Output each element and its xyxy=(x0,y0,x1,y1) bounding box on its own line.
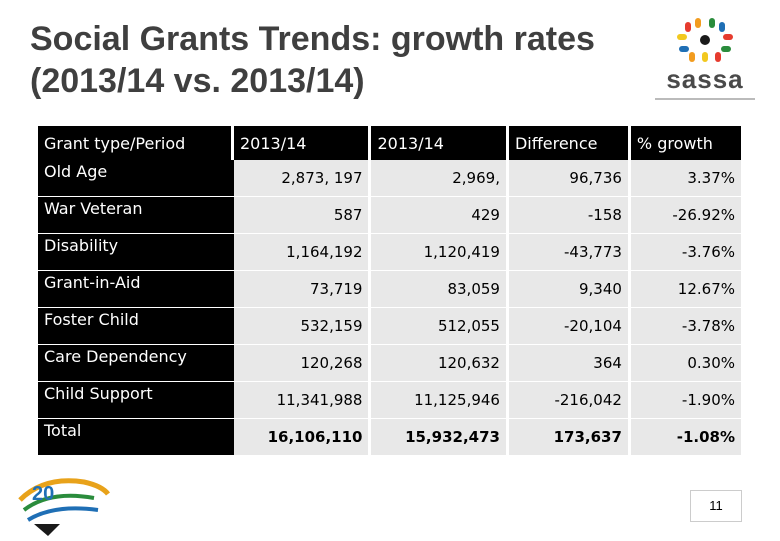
cell-growth: -1.08% xyxy=(630,419,741,456)
logo-text: sassa xyxy=(666,64,744,94)
table-row: Disability 1,164,192 1,120,419 -43,773 -… xyxy=(38,234,741,271)
sassa-logo: sassa xyxy=(655,18,755,108)
grants-table: Grant type/Period 2013/14 2013/14 Differ… xyxy=(38,126,741,456)
cell-period-2: 15,932,473 xyxy=(371,419,509,456)
cell-growth: -3.76% xyxy=(630,234,741,271)
cell-difference: 364 xyxy=(508,345,631,382)
svg-text:20: 20 xyxy=(32,483,54,505)
cell-period-1: 1,164,192 xyxy=(234,234,372,271)
cell-period-1: 11,341,988 xyxy=(234,382,372,419)
cell-period-2: 2,969, xyxy=(371,160,509,197)
row-label: Child Support xyxy=(38,382,234,419)
table-row: War Veteran 587 429 -158 -26.92% xyxy=(38,197,741,234)
header-period-2: 2013/14 xyxy=(371,126,509,160)
table-row: Foster Child 532,159 512,055 -20,104 -3.… xyxy=(38,308,741,345)
page-title: Social Grants Trends: growth rates (2013… xyxy=(30,20,595,100)
table-row-total: Total 16,106,110 15,932,473 173,637 -1.0… xyxy=(38,419,741,456)
cell-growth: 12.67% xyxy=(630,271,741,308)
page-number: 11 xyxy=(690,490,742,522)
cell-period-2: 120,632 xyxy=(371,345,509,382)
logo-divider xyxy=(655,98,755,104)
cell-period-2: 1,120,419 xyxy=(371,234,509,271)
cell-period-2: 83,059 xyxy=(371,271,509,308)
table-row: Care Dependency 120,268 120,632 364 0.30… xyxy=(38,345,741,382)
cell-growth: 0.30% xyxy=(630,345,741,382)
row-label: Total xyxy=(38,419,234,456)
cell-difference: -216,042 xyxy=(508,382,631,419)
cell-period-1: 16,106,110 xyxy=(234,419,372,456)
cell-growth: -3.78% xyxy=(630,308,741,345)
table-row: Grant-in-Aid 73,719 83,059 9,340 12.67% xyxy=(38,271,741,308)
header-growth: % growth xyxy=(630,126,741,160)
table-row: Child Support 11,341,988 11,125,946 -216… xyxy=(38,382,741,419)
cell-difference: 173,637 xyxy=(508,419,631,456)
row-label: Care Dependency xyxy=(38,345,234,382)
cell-difference: -158 xyxy=(508,197,631,234)
cell-period-1: 532,159 xyxy=(234,308,372,345)
anniversary-emblem: 20 xyxy=(14,470,114,536)
twenty-years-emblem-icon: 20 xyxy=(18,478,110,536)
row-label: Foster Child xyxy=(38,308,234,345)
row-label: Disability xyxy=(38,234,234,271)
cell-difference: 9,340 xyxy=(508,271,631,308)
hands-emblem-icon xyxy=(677,18,733,62)
cell-period-1: 73,719 xyxy=(234,271,372,308)
row-label: War Veteran xyxy=(38,197,234,234)
cell-period-1: 587 xyxy=(234,197,372,234)
header-grant-type: Grant type/Period xyxy=(38,126,234,160)
table-header-row: Grant type/Period 2013/14 2013/14 Differ… xyxy=(38,126,741,160)
row-label: Grant-in-Aid xyxy=(38,271,234,308)
header-period-1: 2013/14 xyxy=(234,126,372,160)
cell-growth: -1.90% xyxy=(630,382,741,419)
cell-period-2: 11,125,946 xyxy=(371,382,509,419)
cell-growth: -26.92% xyxy=(630,197,741,234)
table-row: Old Age 2,873, 197 2,969, 96,736 3.37% xyxy=(38,160,741,197)
cell-period-1: 2,873, 197 xyxy=(234,160,372,197)
header-difference: Difference xyxy=(508,126,631,160)
cell-difference: 96,736 xyxy=(508,160,631,197)
row-label: Old Age xyxy=(38,160,234,197)
cell-difference: -43,773 xyxy=(508,234,631,271)
cell-growth: 3.37% xyxy=(630,160,741,197)
cell-period-2: 429 xyxy=(371,197,509,234)
cell-period-1: 120,268 xyxy=(234,345,372,382)
cell-difference: -20,104 xyxy=(508,308,631,345)
cell-period-2: 512,055 xyxy=(371,308,509,345)
